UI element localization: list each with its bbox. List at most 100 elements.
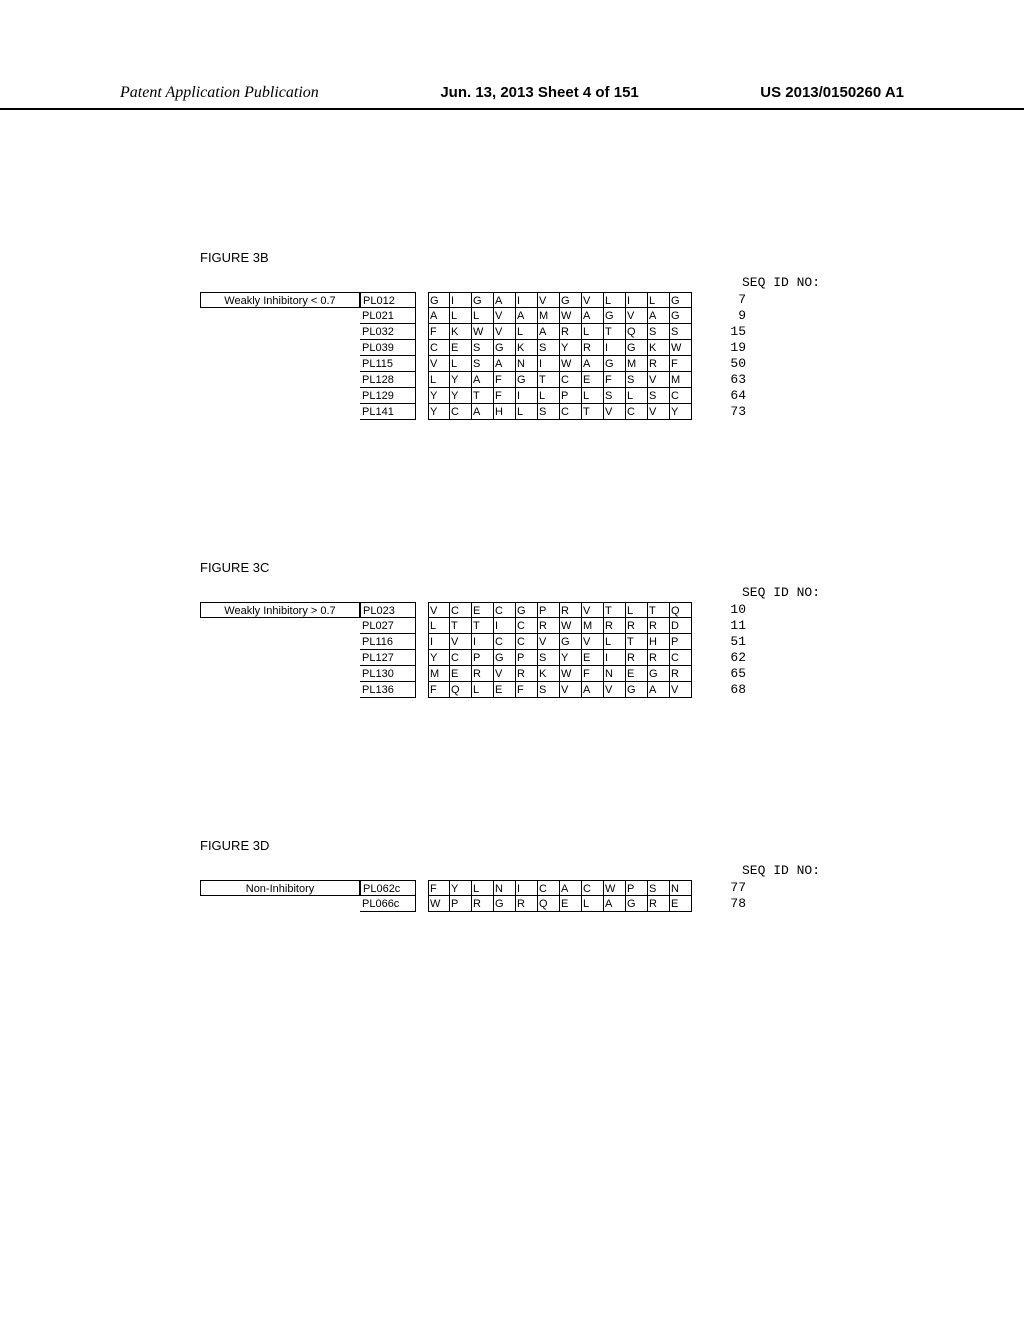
sequence-cell: V bbox=[648, 404, 670, 420]
table-row: PL027LTTICRWMRRRD11 bbox=[200, 618, 904, 634]
sequence-cell: R bbox=[516, 896, 538, 912]
sequence-cell: L bbox=[582, 896, 604, 912]
sequence-cell: C bbox=[494, 602, 516, 618]
table-row: PL129YYTFILPLSLSC64 bbox=[200, 388, 904, 404]
seq-id-header: SEQ ID NO: bbox=[742, 863, 820, 878]
table-row: Weakly Inhibitory > 0.7PL023VCECGPRVTLTQ… bbox=[200, 602, 904, 618]
sequence-cell: G bbox=[428, 292, 450, 308]
sequence-cell: E bbox=[582, 650, 604, 666]
sequence-cell: V bbox=[538, 634, 560, 650]
sequence-cell: L bbox=[472, 880, 494, 896]
sequence-cell: T bbox=[472, 388, 494, 404]
sequence-grid: IVICCVGVLTHP bbox=[428, 634, 692, 650]
sequence-cell: E bbox=[560, 896, 582, 912]
seq-id-number: 15 bbox=[706, 324, 746, 340]
sequence-cell: V bbox=[428, 602, 450, 618]
seq-id-number: 51 bbox=[706, 634, 746, 650]
sequence-cell: N bbox=[670, 880, 692, 896]
sequence-cell: W bbox=[670, 340, 692, 356]
row-id: PL062c bbox=[360, 880, 416, 896]
sequence-cell: C bbox=[560, 372, 582, 388]
sequence-cell: P bbox=[538, 602, 560, 618]
sequence-cell: I bbox=[604, 650, 626, 666]
sequence-cell: L bbox=[538, 388, 560, 404]
seq-id-number: 9 bbox=[706, 308, 746, 324]
sequence-grid: CESGKSYRIGKW bbox=[428, 340, 692, 356]
sequence-cell: G bbox=[494, 896, 516, 912]
sequence-cell: L bbox=[428, 372, 450, 388]
sequence-cell: C bbox=[582, 880, 604, 896]
sequence-cell: A bbox=[582, 682, 604, 698]
row-id: PL021 bbox=[360, 308, 416, 324]
sequence-cell: V bbox=[560, 682, 582, 698]
figure-block: FIGURE 3DSEQ ID NO:Non-InhibitoryPL062cF… bbox=[120, 838, 904, 912]
seq-id-number: 62 bbox=[706, 650, 746, 666]
sequence-cell: R bbox=[472, 896, 494, 912]
sequence-cell: L bbox=[604, 634, 626, 650]
sequence-grid: FYLNICACWPSN bbox=[428, 880, 692, 896]
seq-id-number: 65 bbox=[706, 666, 746, 682]
sequence-cell: A bbox=[494, 292, 516, 308]
sequence-cell: R bbox=[670, 666, 692, 682]
sequence-cell: C bbox=[428, 340, 450, 356]
sequence-cell: H bbox=[648, 634, 670, 650]
sequence-cell: S bbox=[648, 388, 670, 404]
seq-id-header: SEQ ID NO: bbox=[742, 275, 820, 290]
sequence-cell: A bbox=[648, 682, 670, 698]
sequence-cell: K bbox=[450, 324, 472, 340]
sequence-cell: W bbox=[428, 896, 450, 912]
row-id: PL128 bbox=[360, 372, 416, 388]
sequence-cell: G bbox=[626, 682, 648, 698]
sequence-cell: I bbox=[516, 880, 538, 896]
sequence-cell: G bbox=[626, 896, 648, 912]
sequence-cell: V bbox=[494, 324, 516, 340]
sequence-cell: L bbox=[648, 292, 670, 308]
sequence-cell: R bbox=[516, 666, 538, 682]
sequence-cell: C bbox=[450, 404, 472, 420]
sequence-grid: FQLEFSVAVGAV bbox=[428, 682, 692, 698]
row-id: PL066c bbox=[360, 896, 416, 912]
seq-id-number: 19 bbox=[706, 340, 746, 356]
table-row: PL127YCPGPSYEIRRC62 bbox=[200, 650, 904, 666]
sequence-cell: M bbox=[428, 666, 450, 682]
sequence-cell: P bbox=[670, 634, 692, 650]
seq-id-number: 73 bbox=[706, 404, 746, 420]
sequence-cell: L bbox=[472, 308, 494, 324]
sequence-cell: S bbox=[648, 324, 670, 340]
sequence-cell: W bbox=[604, 880, 626, 896]
sequence-cell: Y bbox=[560, 340, 582, 356]
sequence-cell: G bbox=[670, 308, 692, 324]
sequence-cell: E bbox=[450, 340, 472, 356]
sequence-cell: A bbox=[428, 308, 450, 324]
sequence-cell: S bbox=[538, 682, 560, 698]
category-label: Non-Inhibitory bbox=[200, 880, 360, 896]
sequence-cell: F bbox=[494, 388, 516, 404]
sequence-cell: I bbox=[516, 388, 538, 404]
sequence-cell: K bbox=[516, 340, 538, 356]
sequence-cell: R bbox=[604, 618, 626, 634]
table-row: PL021ALLVAMWAGVAG9 bbox=[200, 308, 904, 324]
sequence-grid: ALLVAMWAGVAG bbox=[428, 308, 692, 324]
sequence-cell: G bbox=[560, 292, 582, 308]
sequence-cell: A bbox=[560, 880, 582, 896]
sequence-cell: F bbox=[670, 356, 692, 372]
sequence-cell: G bbox=[494, 650, 516, 666]
sequence-cell: W bbox=[472, 324, 494, 340]
row-id: PL012 bbox=[360, 292, 416, 308]
sequence-cell: P bbox=[560, 388, 582, 404]
category-label: Weakly Inhibitory > 0.7 bbox=[200, 602, 360, 618]
row-id: PL141 bbox=[360, 404, 416, 420]
sequence-cell: V bbox=[450, 634, 472, 650]
seq-id-number: 10 bbox=[706, 602, 746, 618]
sequence-cell: T bbox=[604, 602, 626, 618]
sequence-cell: R bbox=[648, 618, 670, 634]
sequence-grid: YCPGPSYEIRRC bbox=[428, 650, 692, 666]
sequence-cell: P bbox=[516, 650, 538, 666]
sequence-cell: E bbox=[494, 682, 516, 698]
sequence-cell: R bbox=[648, 650, 670, 666]
table-row: Weakly Inhibitory < 0.7PL012GIGAIVGVLILG… bbox=[200, 292, 904, 308]
sequence-cell: E bbox=[450, 666, 472, 682]
sequence-cell: Y bbox=[450, 880, 472, 896]
sequence-cell: I bbox=[538, 356, 560, 372]
sequence-cell: T bbox=[450, 618, 472, 634]
